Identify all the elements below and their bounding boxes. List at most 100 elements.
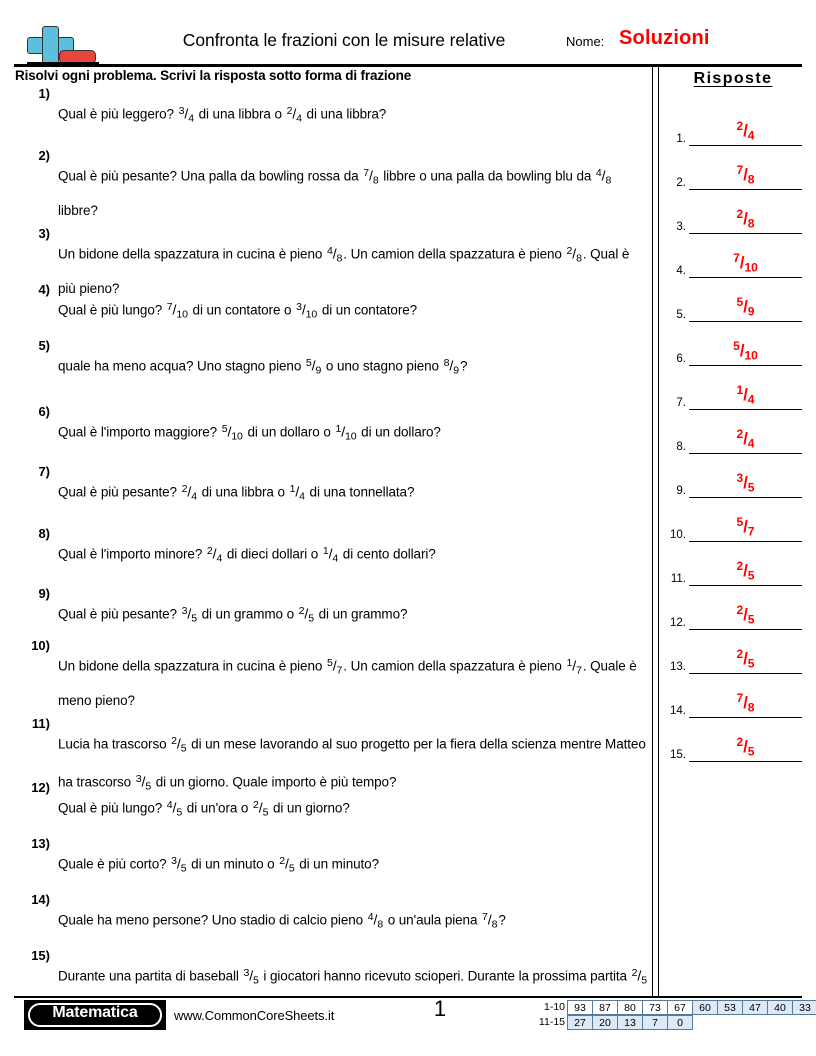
problem-text-run: Qual è l'importo maggiore? xyxy=(58,424,221,440)
problem-number: 2) xyxy=(38,148,50,163)
answer-row[interactable]: 7. 1/4 xyxy=(664,366,802,410)
problem-number: 4) xyxy=(38,282,50,297)
fraction: 2/5 xyxy=(298,605,314,625)
problem-text-run: . Quale è meno pieno? xyxy=(58,658,637,708)
fraction: 3/5 xyxy=(243,967,259,987)
problem-number: 10) xyxy=(31,638,50,653)
answer-row[interactable]: 10. 5/7 xyxy=(664,498,802,542)
answer-index: 1. xyxy=(676,133,686,145)
answer-index: 6. xyxy=(676,353,686,365)
answer-value: 5/10 xyxy=(733,339,758,363)
problem-text-run: di un contatore? xyxy=(318,302,418,318)
answer-row[interactable]: 6. 5/10 xyxy=(664,322,802,366)
fraction: 2/4 xyxy=(286,105,302,125)
column-divider-left xyxy=(652,64,653,996)
page-number: 1 xyxy=(433,996,447,1021)
answer-row[interactable]: 1. 2/4 xyxy=(664,102,802,146)
problem-text-run: di una tonnellata? xyxy=(305,484,415,500)
problem-number: 1) xyxy=(38,86,50,101)
fraction: 7/8 xyxy=(482,911,498,931)
answer-row[interactable]: 8. 2/4 xyxy=(664,410,802,454)
answer-row[interactable]: 3. 2/8 xyxy=(664,190,802,234)
answer-blank-line xyxy=(689,629,802,630)
fraction: 5/7 xyxy=(326,657,343,677)
score-cell: 60 xyxy=(692,1000,718,1015)
problem-text-run: libbre o una palla da bowling blu da xyxy=(379,168,595,184)
answer-value: 2/5 xyxy=(736,559,755,583)
fraction: 1/4 xyxy=(322,545,339,565)
problem-number: 5) xyxy=(38,338,50,353)
fraction: 5/9 xyxy=(305,357,322,377)
answer-row[interactable]: 5. 5/9 xyxy=(664,278,802,322)
fraction: 2/5 xyxy=(279,855,295,875)
answer-index: 13. xyxy=(670,661,686,673)
answer-index: 5. xyxy=(676,309,686,321)
answer-value: 3/5 xyxy=(736,471,755,495)
answer-row[interactable]: 14. 7/8 xyxy=(664,674,802,718)
score-cell: 33 xyxy=(792,1000,816,1015)
fraction: 7/10 xyxy=(166,301,188,321)
score-cell: 93 xyxy=(567,1000,593,1015)
answer-blank-line xyxy=(689,277,802,278)
answer-row[interactable]: 12. 2/5 xyxy=(664,586,802,630)
brand-pill-outline xyxy=(28,1003,162,1027)
answer-value: 2/8 xyxy=(736,207,755,231)
problem-number: 14) xyxy=(31,892,50,907)
answer-row[interactable]: 2. 7/8 xyxy=(664,146,802,190)
answer-row[interactable]: 15. 2/5 xyxy=(664,718,802,762)
answer-index: 9. xyxy=(676,485,686,497)
answer-blank-line xyxy=(689,673,802,674)
column-divider-right xyxy=(658,64,659,996)
fraction: 2/5 xyxy=(252,799,269,819)
answer-index: 10. xyxy=(670,529,686,541)
page-title: Confronta le frazioni con le misure rela… xyxy=(182,30,506,50)
answer-row[interactable]: 11. 2/5 xyxy=(664,542,802,586)
problem-statement: Durante una partita di baseball 3/5 i gi… xyxy=(58,958,648,996)
problem-statement: Qual è più leggero? 3/4 di una libbra o … xyxy=(58,96,648,134)
answer-blank-line xyxy=(689,321,802,322)
problem-text-run: Qual è più lungo? xyxy=(58,800,166,816)
problem-statement: Qual è più pesante? 3/5 di un grammo o 2… xyxy=(58,596,648,634)
instructions-text: Risolvi ogni problema. Scrivi la rispost… xyxy=(15,68,412,83)
answer-row[interactable]: 9. 3/5 xyxy=(664,454,802,498)
problem-text-run: . Un camion della spazzatura è pieno xyxy=(343,658,566,674)
problem-text-run: di un minuto o xyxy=(187,856,279,872)
problem-statement: Qual è più pesante? 2/4 di una libbra o … xyxy=(58,474,648,512)
problem-text-run: Durante una partita di baseball xyxy=(58,968,243,984)
answer-row[interactable]: 13. 2/5 xyxy=(664,630,802,674)
problem-text-run: ? xyxy=(459,358,468,374)
answer-row[interactable]: 4. 7/10 xyxy=(664,234,802,278)
problem-text-run: di un grammo? xyxy=(314,606,408,622)
answer-index: 4. xyxy=(676,265,686,277)
answer-value: 2/4 xyxy=(736,427,755,451)
fraction: 2/5 xyxy=(171,735,187,755)
problem-text-run: di cento dollari? xyxy=(339,546,436,562)
answer-index: 12. xyxy=(670,617,686,629)
problem-number: 3) xyxy=(38,226,50,241)
answer-value: 2/5 xyxy=(736,603,755,627)
problem-text-run: di un mese lavorando al suo progetto per… xyxy=(58,736,646,790)
problem-statement: Lucia ha trascorso 2/5 di un mese lavora… xyxy=(58,726,648,801)
fraction: 2/5 xyxy=(631,967,647,987)
brand-label: Matematica xyxy=(52,1004,138,1021)
header-divider xyxy=(14,64,802,67)
answer-index: 3. xyxy=(676,221,686,233)
score-row: 11-15 27 20 13 7 0 xyxy=(528,1015,816,1030)
answer-index: 11. xyxy=(670,573,686,585)
problem-statement: Qual è più lungo? 4/5 di un'ora o 2/5 di… xyxy=(58,790,648,828)
fraction: 4/8 xyxy=(595,167,612,187)
fraction: 5/10 xyxy=(221,423,243,443)
problem-text-run: Qual è più leggero? xyxy=(58,106,178,122)
problem-text-run: . Qual è più pieno? xyxy=(58,246,630,296)
problem-text-run: Qual è più pesante? Una palla da bowling… xyxy=(58,168,363,184)
score-range-label: 1-10 xyxy=(543,1001,565,1013)
fraction: 1/10 xyxy=(335,423,357,443)
score-cell: 0 xyxy=(667,1015,693,1030)
score-cell: 67 xyxy=(667,1000,693,1015)
fraction: 2/4 xyxy=(206,545,223,565)
problem-text-run: quale ha meno acqua? Uno stagno pieno xyxy=(58,358,305,374)
problem-text-run: Quale ha meno persone? Uno stadio di cal… xyxy=(58,912,367,928)
problem-text-run: di una libbra o xyxy=(197,484,289,500)
fraction: 3/5 xyxy=(135,772,152,793)
answer-value: 5/7 xyxy=(736,515,755,539)
